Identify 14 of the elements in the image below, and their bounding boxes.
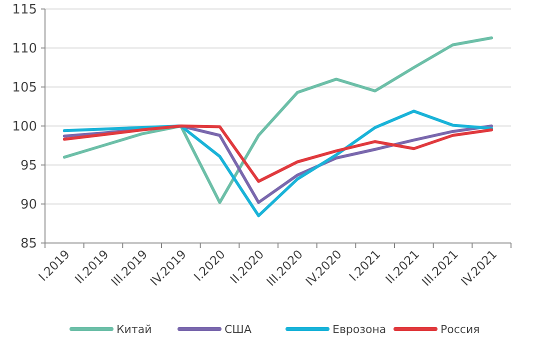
line-series [62,36,494,204]
y-tick-label: 105 [12,80,37,96]
y-tick-label: 100 [12,120,37,135]
y-tick-label: 115 [12,2,37,18]
legend-label: Россия [440,322,480,336]
y-tick-label: 90 [20,198,37,213]
legend-label: США [224,322,252,336]
line-series [62,110,494,218]
legend-label: Китай [116,322,152,336]
line-series [62,124,494,183]
y-tick-label: 95 [20,158,37,174]
y-tick-label: 110 [12,42,37,57]
y-tick-label: 85 [20,236,37,252]
legend-label: Еврозона [332,322,386,336]
